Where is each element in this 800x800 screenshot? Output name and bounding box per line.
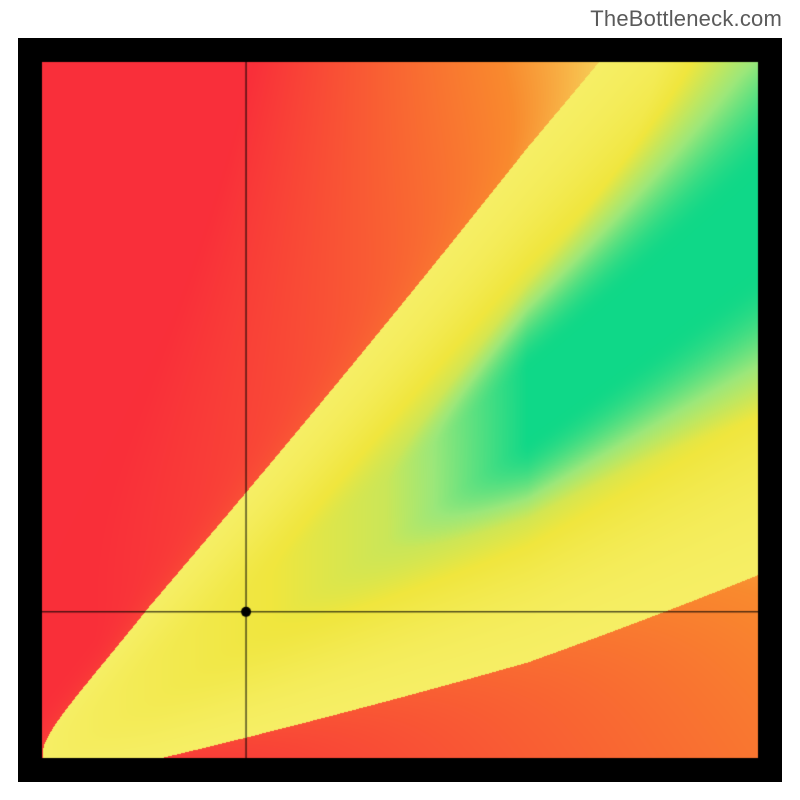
heatmap-canvas [18, 38, 782, 782]
watermark-text: TheBottleneck.com [590, 6, 782, 32]
heatmap-chart [18, 38, 782, 782]
